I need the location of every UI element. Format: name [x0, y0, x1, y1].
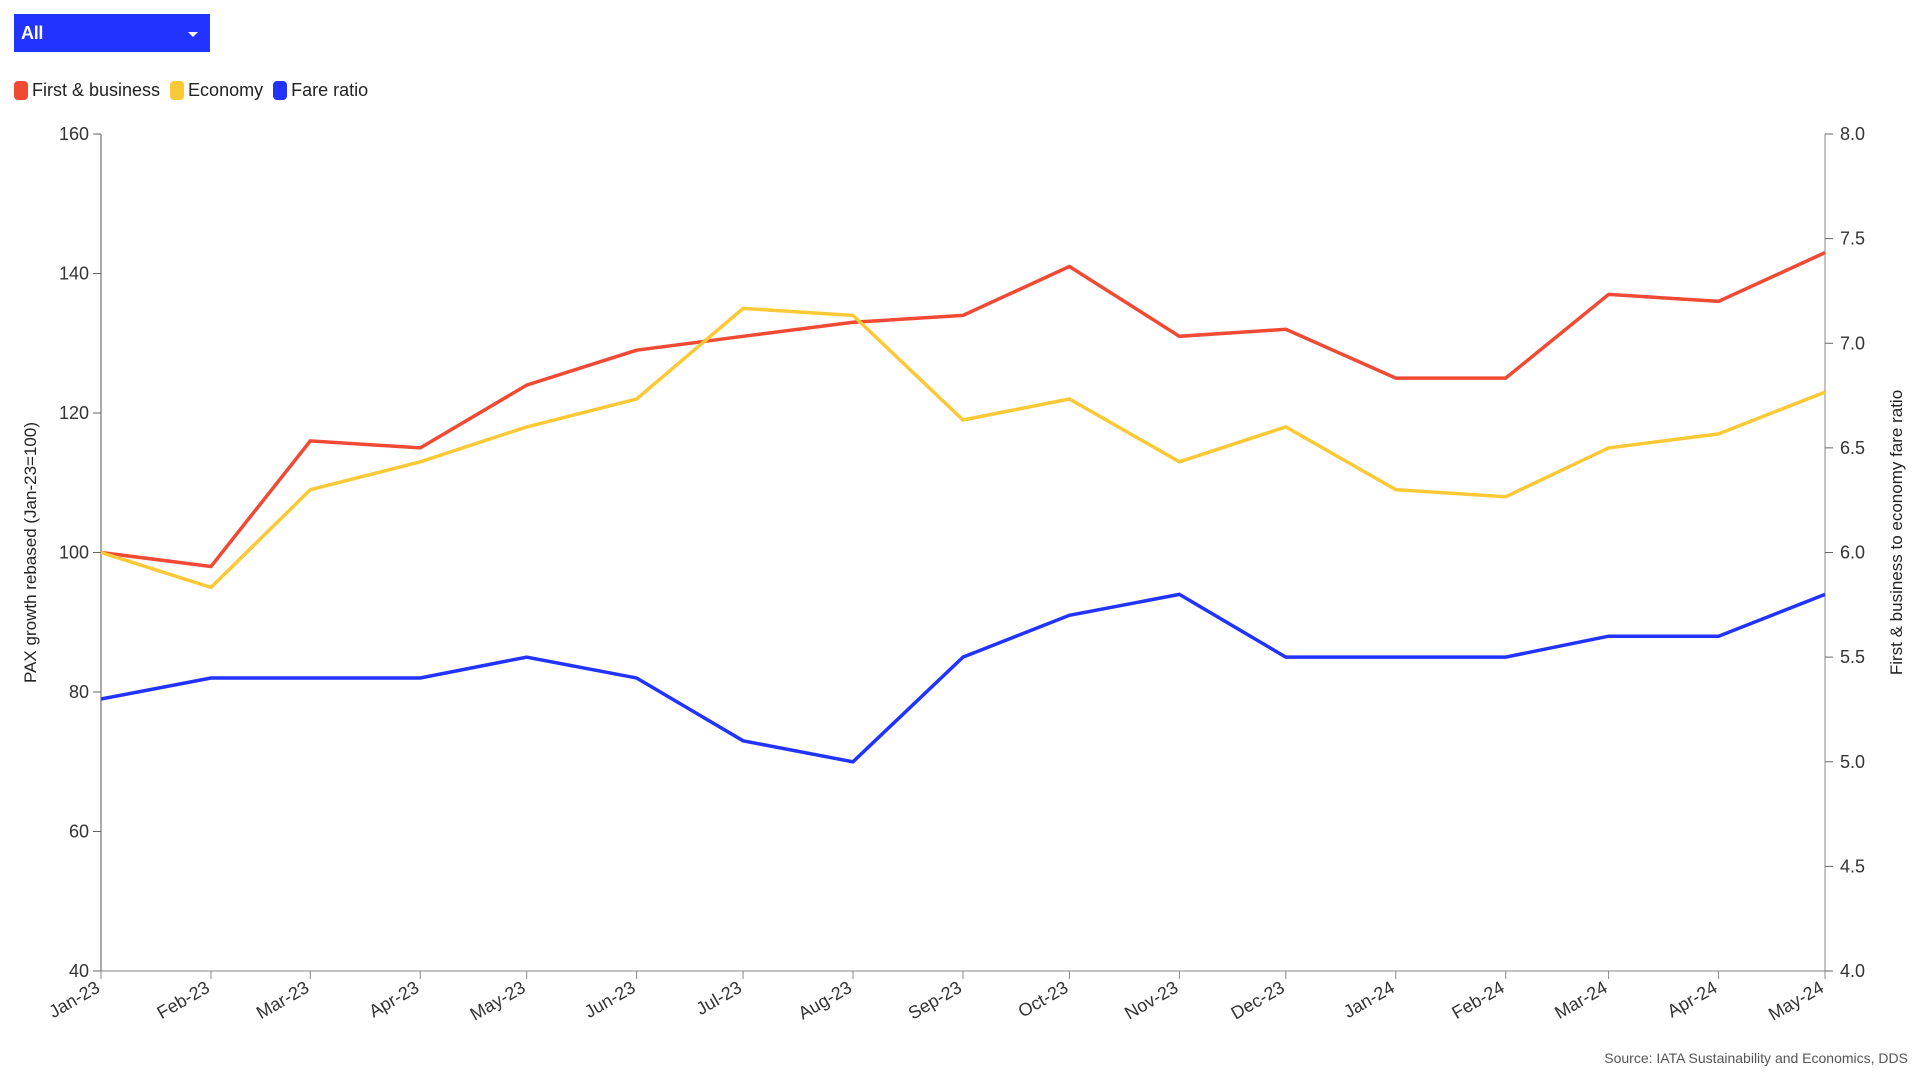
y2-tick-label: 4.5 — [1840, 856, 1865, 876]
y-axis-title: PAX growth rebased (Jan-23=100) — [21, 422, 40, 683]
legend-label: Economy — [188, 80, 264, 100]
y2-axis-title: First & business to economy fare ratio — [1887, 390, 1906, 675]
y2-tick-label: 7.0 — [1840, 333, 1865, 353]
series — [100, 251, 1826, 764]
x-tick-label: Jun-23 — [581, 977, 639, 1022]
y2-tick-label: 5.5 — [1840, 647, 1865, 667]
x-tick-label: Nov-23 — [1121, 977, 1181, 1023]
y2-tick-label: 4.0 — [1840, 961, 1865, 981]
x-tick-label: Feb-24 — [1448, 977, 1507, 1023]
legend-item-economy[interactable]: Economy — [170, 80, 263, 101]
legend-swatch — [14, 81, 28, 100]
x-tick-label: Oct-23 — [1015, 977, 1072, 1021]
filter-selected-value: All — [21, 22, 44, 43]
x-tick-label: Jan-24 — [1340, 977, 1398, 1022]
x-tick-label: May-23 — [467, 977, 529, 1024]
x-tick-label: Feb-23 — [154, 977, 213, 1023]
y-tick-label: 140 — [59, 264, 89, 284]
y2-tick-label: 8.0 — [1840, 124, 1865, 144]
x-tick-label: Sep-23 — [905, 977, 965, 1023]
x-tick-label: May-24 — [1765, 977, 1827, 1024]
source-note: Source: IATA Sustainability and Economic… — [1604, 1050, 1908, 1066]
x-tick-label: Dec-23 — [1228, 977, 1288, 1023]
y2-tick-label: 7.5 — [1840, 229, 1865, 249]
chevron-down-icon — [188, 32, 198, 37]
filter-dropdown[interactable]: All — [14, 14, 210, 52]
y-tick-label: 160 — [59, 124, 89, 144]
x-tick-label: Apr-23 — [365, 977, 422, 1021]
x-tick-label: Apr-24 — [1664, 977, 1721, 1021]
y-tick-label: 100 — [59, 543, 89, 563]
series-line-economy[interactable] — [100, 306, 1826, 590]
legend-swatch — [273, 81, 288, 100]
y2-tick-label: 6.0 — [1840, 543, 1865, 563]
legend-label: Fare ratio — [291, 80, 369, 100]
x-tick-label: Jul-23 — [693, 977, 745, 1019]
x-tick-label: Aug-23 — [795, 977, 855, 1023]
legend-item-fare-ratio[interactable]: Fare ratio — [273, 80, 368, 101]
x-tick-label: Mar-23 — [253, 977, 312, 1023]
y2-tick-label: 6.5 — [1840, 438, 1865, 458]
legend-swatch — [170, 81, 185, 100]
y-tick-label: 120 — [59, 403, 89, 423]
series-line-fare-ratio[interactable] — [100, 592, 1826, 764]
y-tick-label: 40 — [69, 961, 89, 981]
y-tick-label: 60 — [69, 822, 89, 842]
x-tick-label: Jan-23 — [45, 977, 103, 1022]
legend-item-first-business[interactable]: First & business — [14, 80, 160, 101]
legend-label: First & business — [32, 80, 161, 100]
axes: 40 60 80 100 120 140 160 4.0 4.5 5.0 5.5 6.0 6.5 7.0 7… — [21, 124, 1906, 1024]
y2-tick-label: 5.0 — [1840, 752, 1865, 772]
x-tick-label: Mar-24 — [1551, 977, 1610, 1023]
series-line-first-business[interactable] — [100, 251, 1826, 569]
y-tick-label: 80 — [69, 682, 89, 702]
chart-legend: First & business Economy Fare ratio — [14, 80, 368, 101]
